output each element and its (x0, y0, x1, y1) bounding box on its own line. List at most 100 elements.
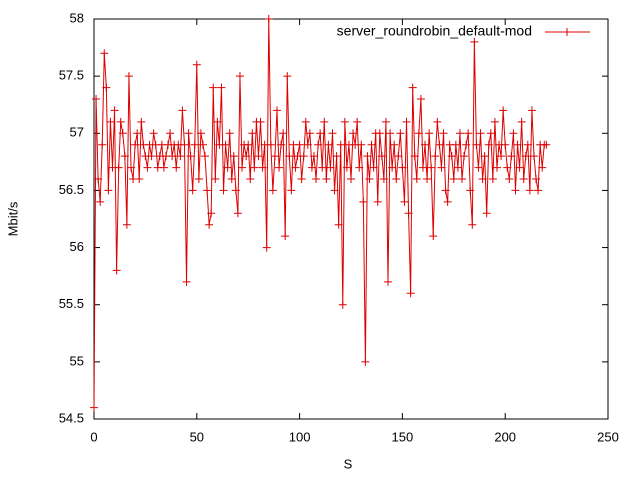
data-point (114, 163, 123, 172)
data-point (324, 140, 333, 149)
data-point (322, 175, 331, 183)
data-point (365, 175, 374, 183)
data-point (254, 152, 263, 161)
data-point (295, 140, 304, 149)
data-point (246, 175, 255, 183)
data-point (110, 106, 119, 115)
data-point (334, 220, 343, 229)
legend-swatch-point (563, 28, 571, 36)
data-point (326, 163, 335, 172)
data-point (268, 186, 277, 195)
data-point (340, 117, 349, 126)
data-point (349, 129, 358, 138)
data-point (468, 220, 477, 229)
data-point (529, 152, 538, 161)
data-point (211, 175, 220, 183)
data-point (116, 117, 125, 126)
data-point (490, 117, 499, 126)
data-point (291, 163, 300, 172)
data-point (517, 117, 526, 126)
data-point (188, 186, 197, 195)
data-point (353, 117, 362, 126)
y-tick-label: 58 (70, 10, 84, 25)
data-line (93, 18, 547, 408)
data-point (229, 152, 238, 161)
plot-frame (93, 18, 609, 420)
data-point (90, 403, 98, 412)
data-point (320, 117, 329, 126)
data-point (184, 129, 193, 138)
data-point (94, 175, 103, 183)
data-point (172, 163, 181, 172)
data-point (433, 117, 442, 126)
data-point (384, 277, 393, 286)
data-point (207, 209, 216, 218)
data-point (176, 152, 185, 161)
data-point (137, 117, 146, 126)
data-point (250, 163, 259, 172)
y-tick-label: 55 (70, 353, 84, 368)
data-point (242, 152, 251, 161)
data-point (427, 163, 436, 172)
data-point (305, 129, 314, 138)
data-point (166, 129, 175, 138)
data-point (425, 129, 434, 138)
data-point (201, 152, 210, 161)
data-point (209, 83, 218, 92)
data-point (429, 232, 438, 241)
data-point (404, 209, 413, 218)
data-point (534, 186, 543, 195)
data-point (272, 106, 281, 115)
data-point (542, 140, 551, 149)
data-point (205, 220, 214, 229)
data-point (396, 129, 405, 138)
data-point (178, 106, 187, 115)
data-point (190, 140, 199, 149)
data-point (476, 129, 485, 138)
data-point (194, 175, 203, 183)
data-point (330, 186, 339, 195)
data-point (492, 163, 501, 172)
data-point (301, 117, 310, 126)
data-point (394, 152, 403, 161)
data-point (367, 140, 376, 149)
data-point (408, 83, 417, 92)
data-point (312, 175, 321, 183)
data-point (221, 140, 230, 149)
data-point (410, 152, 419, 161)
data-point (196, 129, 205, 138)
data-point (149, 129, 158, 138)
data-point (525, 186, 534, 195)
data-point (332, 152, 341, 161)
data-point (359, 197, 368, 206)
data-point (523, 140, 532, 149)
data-point (112, 266, 121, 275)
data-point (122, 220, 131, 229)
data-point (266, 140, 275, 149)
x-tick-label: 150 (392, 429, 414, 444)
y-tick-label: 55.5 (59, 296, 84, 311)
data-point (180, 140, 189, 149)
data-point (198, 140, 207, 149)
data-point (96, 197, 105, 206)
data-point (443, 197, 452, 206)
data-point (357, 140, 366, 149)
data-point (377, 152, 386, 161)
data-point (244, 140, 253, 149)
data-point (203, 186, 212, 195)
data-point (309, 152, 318, 161)
x-tick-label: 200 (494, 429, 516, 444)
data-point (287, 186, 296, 195)
data-point (538, 163, 547, 172)
data-point (466, 186, 475, 195)
data-point (488, 175, 497, 183)
data-point (418, 163, 427, 172)
data-point (347, 175, 355, 183)
x-tick-label: 100 (289, 429, 311, 444)
data-point (388, 163, 397, 172)
x-tick-label: 250 (597, 429, 619, 444)
data-point (478, 175, 487, 183)
data-point (104, 186, 113, 195)
data-point (486, 129, 495, 138)
data-point (98, 140, 107, 149)
